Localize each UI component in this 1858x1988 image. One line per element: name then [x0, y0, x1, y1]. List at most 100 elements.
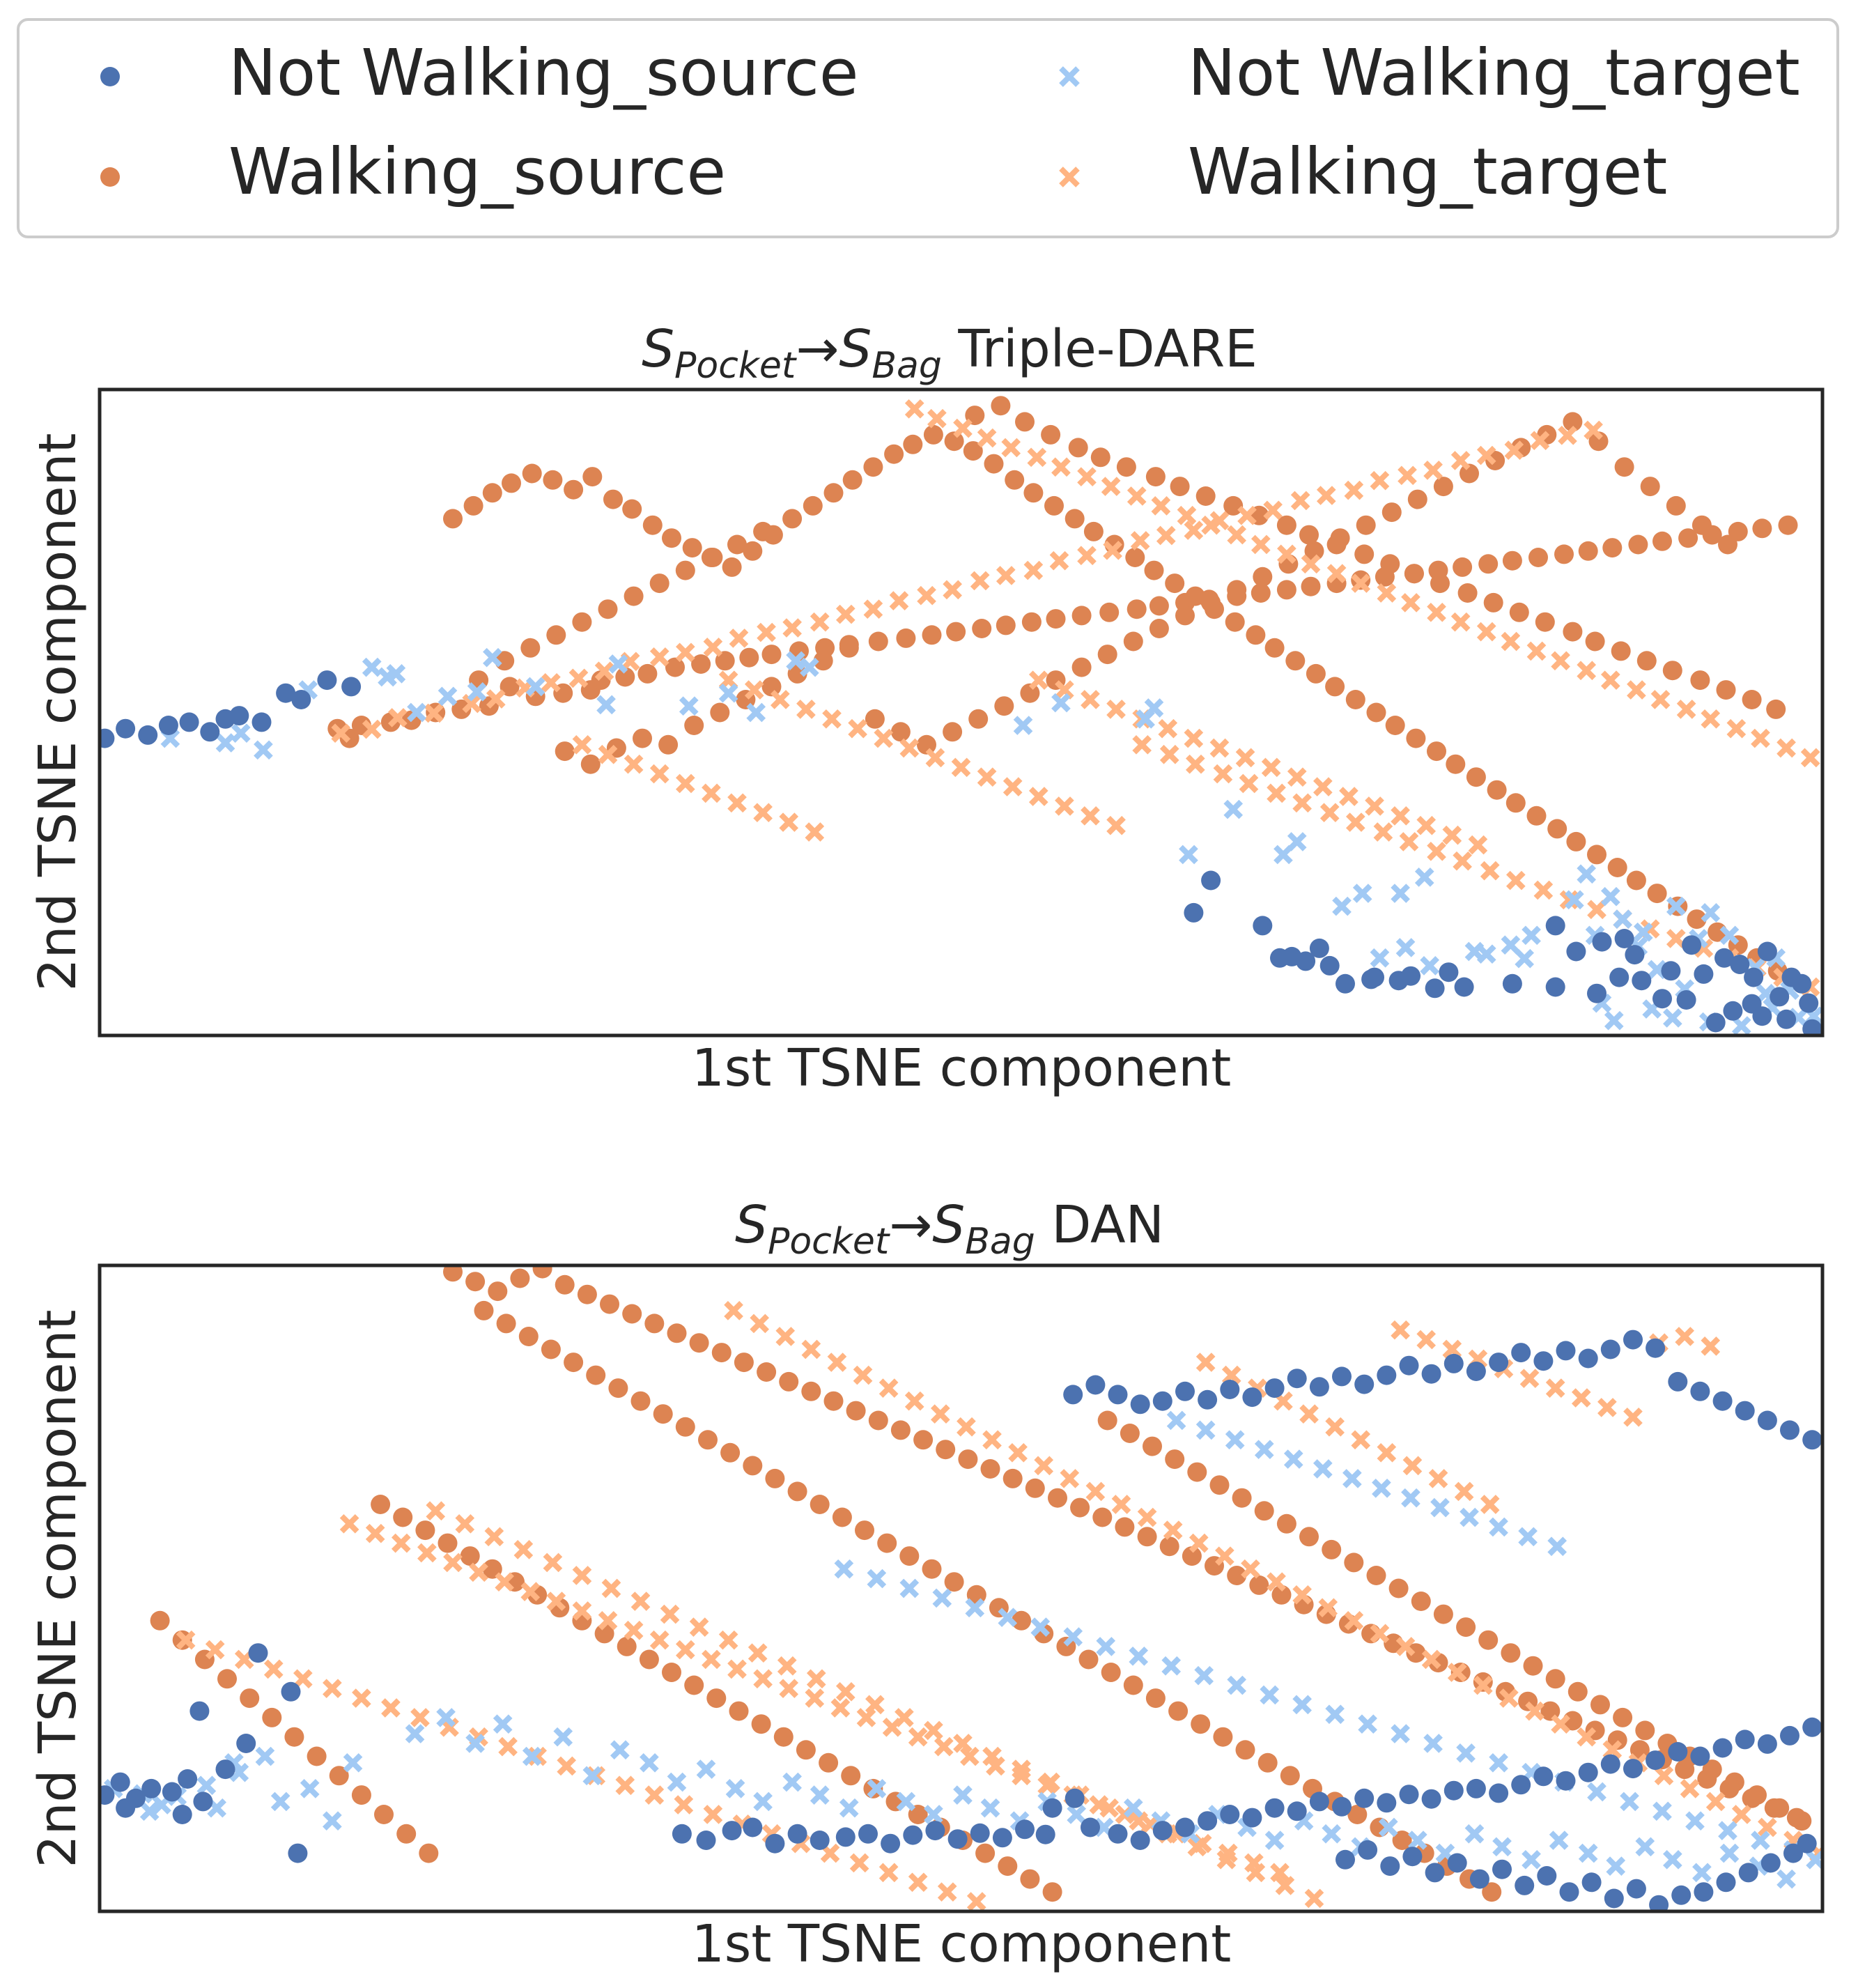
point-walking-source-158: [1254, 1501, 1274, 1521]
point-walking-target-56: [1127, 486, 1147, 506]
point-walking-target-61: [1251, 534, 1271, 555]
point-walking-source-55: [1678, 528, 1698, 548]
point-walking-source-129: [520, 638, 541, 658]
point-walking-source-179: [1588, 431, 1609, 452]
point-not-walking-source-34: [1081, 1817, 1100, 1837]
point-not-walking-source-21: [1502, 973, 1522, 994]
point-walking-target-33: [572, 1566, 592, 1585]
point-not-walking-source-40: [1799, 993, 1819, 1013]
point-walking-source-80: [899, 1546, 920, 1566]
point-walking-target-68: [957, 1417, 976, 1437]
point-not-walking-target-71: [1063, 1627, 1083, 1647]
point-walking-target-29: [455, 1513, 475, 1534]
legend-entry-not-walking-target: Not Walking_target: [1059, 36, 1800, 110]
point-walking-target-100: [1559, 890, 1579, 910]
point-walking-source-101: [1264, 638, 1285, 658]
point-walking-source-157: [1020, 683, 1040, 703]
title-method-triple-dare: Triple-DARE: [957, 319, 1257, 379]
point-not-walking-source-121: [1780, 1420, 1799, 1440]
point-not-walking-source-21: [810, 1831, 830, 1850]
point-walking-target-52: [1027, 447, 1047, 468]
point-walking-source-75: [787, 1481, 807, 1502]
point-not-walking-target-53: [1370, 948, 1390, 968]
point-walking-source-63: [502, 473, 521, 493]
point-walking-target-72: [1526, 641, 1547, 661]
point-walking-source-164: [1388, 1578, 1409, 1598]
point-not-walking-target-32: [1577, 864, 1597, 884]
point-not-walking-target-49: [1408, 1831, 1427, 1850]
point-walking-target-4: [293, 1669, 313, 1689]
point-not-walking-source-42: [1676, 990, 1696, 1010]
point-walking-target-30: [484, 1527, 504, 1547]
point-walking-target-103: [1416, 1330, 1437, 1350]
legend-label-walking-source: Walking_source: [229, 134, 726, 209]
point-not-walking-source-30: [1566, 941, 1586, 962]
point-not-walking-target-67: [932, 1588, 952, 1608]
point-not-walking-target-54: [1395, 938, 1416, 957]
point-walking-target-43: [865, 1695, 885, 1715]
point-not-walking-target-94: [1166, 1410, 1186, 1431]
point-not-walking-source-71: [1425, 1863, 1445, 1883]
point-walking-target-116: [1184, 728, 1204, 748]
point-walking-source-58: [1752, 518, 1772, 539]
point-not-walking-target-8: [467, 682, 487, 702]
point-walking-source-212: [1662, 661, 1682, 681]
point-not-walking-target-23: [1223, 799, 1244, 819]
point-walking-target-149: [702, 783, 721, 803]
point-walking-target-127: [339, 1513, 359, 1534]
point-walking-source-118: [617, 1636, 637, 1656]
point-walking-target-131: [443, 1552, 463, 1573]
title-source-triple-dare: Pocket: [674, 345, 797, 387]
point-walking-target-69: [982, 1430, 1002, 1450]
point-not-walking-target-59: [1692, 1863, 1712, 1883]
point-walking-source-66: [586, 1365, 606, 1385]
point-walking-target-163: [1270, 1863, 1290, 1883]
point-not-walking-source-77: [1559, 1882, 1579, 1902]
point-not-walking-source-19: [765, 1833, 785, 1854]
point-not-walking-source-104: [1399, 1355, 1419, 1376]
point-walking-target-156: [1089, 1795, 1109, 1814]
point-not-walking-source-29: [992, 1828, 1012, 1848]
point-not-walking-target-101: [1372, 1478, 1391, 1498]
point-not-walking-source-61: [1690, 1746, 1710, 1766]
point-walking-target-78: [1676, 700, 1696, 719]
point-not-walking-target-77: [1260, 1685, 1279, 1705]
point-walking-source-95: [1144, 560, 1164, 580]
point-walking-target-88: [1473, 1675, 1493, 1695]
chart-title-triple-dare: SPocket→SBag Triple-DARE: [642, 319, 1257, 387]
point-not-walking-target-65: [254, 740, 273, 760]
point-walking-target-74: [1577, 661, 1597, 681]
point-walking-source-67: [608, 1378, 628, 1398]
point-walking-target-77: [1650, 690, 1671, 709]
point-walking-source-214: [1716, 680, 1736, 700]
point-not-walking-source-56: [1578, 1762, 1598, 1782]
point-walking-target-154: [1037, 1775, 1057, 1796]
point-walking-target-125: [1454, 1481, 1474, 1502]
point-not-walking-source-48: [1282, 946, 1302, 966]
point-not-walking-target-75: [1194, 1665, 1214, 1686]
point-walking-target-107: [1519, 1369, 1540, 1389]
point-walking-target-30: [1156, 525, 1176, 546]
point-walking-source-49: [1528, 548, 1548, 567]
point-not-walking-source-3: [158, 716, 178, 735]
point-walking-source-207: [1535, 612, 1555, 632]
point-walking-source-155: [1187, 1462, 1207, 1482]
point-not-walking-source-28: [970, 1823, 990, 1843]
point-walking-source-118: [1607, 858, 1627, 877]
point-walking-source-197: [1276, 515, 1296, 535]
point-walking-target-23: [970, 571, 990, 591]
point-not-walking-target-22: [640, 1752, 659, 1773]
point-not-walking-target-91: [1718, 1821, 1737, 1840]
point-walking-target-129: [744, 680, 764, 700]
point-walking-source-83: [903, 434, 923, 454]
point-walking-target-24: [878, 1863, 899, 1883]
point-not-walking-target-95: [1195, 1420, 1216, 1440]
point-not-walking-source-65: [1780, 1725, 1799, 1746]
point-walking-target-141: [1055, 796, 1074, 816]
point-not-walking-source-28: [1201, 870, 1221, 891]
point-not-walking-source-93: [1152, 1391, 1172, 1411]
point-walking-target-72: [1060, 1469, 1080, 1488]
point-walking-target-63: [1301, 554, 1321, 574]
point-walking-source-85: [1012, 1610, 1032, 1631]
point-walking-target-145: [598, 744, 618, 764]
